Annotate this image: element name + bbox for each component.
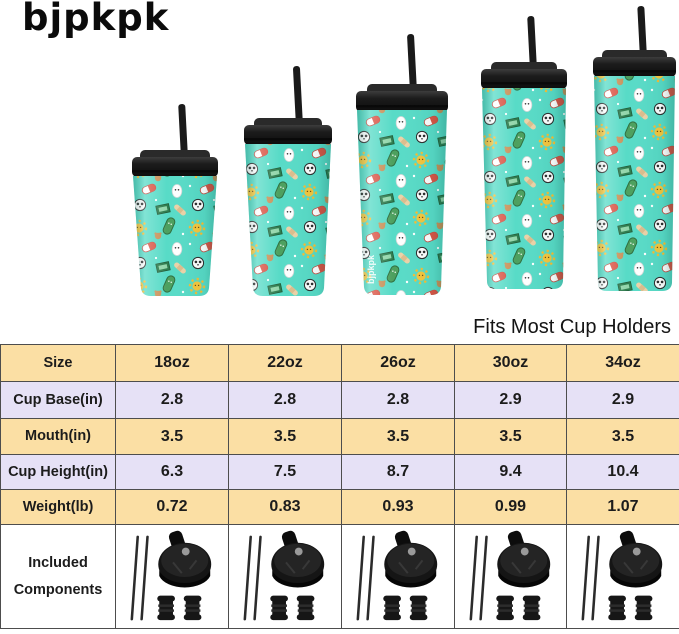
tumbler-18oz: [132, 104, 218, 296]
table-row-mouth: Mouth(in) 3.5 3.5 3.5 3.5 3.5: [0, 418, 679, 455]
col-header-22oz: 22oz: [228, 344, 342, 382]
table-cell: 0.93: [341, 489, 455, 525]
straw-icon: [527, 16, 537, 71]
col-header-30oz: 30oz: [454, 344, 567, 382]
col-header-26oz: 26oz: [341, 344, 455, 382]
included-components-graphic: [235, 529, 335, 627]
table-cell: [341, 524, 455, 629]
table-cell: 2.9: [566, 381, 679, 419]
tumbler-22oz: [244, 66, 332, 296]
table-cell: 3.5: [454, 418, 567, 455]
table-cell: 6.3: [115, 454, 229, 490]
row-label-included-components: Included Components: [0, 524, 116, 629]
table-cell: 10.4: [566, 454, 679, 490]
table-cell: 0.72: [115, 489, 229, 525]
lid-icon: [481, 69, 567, 89]
lid-icon: [244, 125, 332, 145]
row-label-cup-height: Cup Height(in): [0, 454, 116, 490]
row-label-cup-base: Cup Base(in): [0, 381, 116, 419]
table-row-size: Size 18oz 22oz 26oz 30oz 34oz: [0, 344, 679, 382]
lid-icon: [356, 91, 448, 112]
tumbler-30oz: [481, 16, 567, 289]
included-components-graphic: [348, 529, 448, 627]
lid-icon: [593, 57, 676, 77]
table-row-included-components: Included Components: [0, 524, 679, 629]
col-header-34oz: 34oz: [566, 344, 679, 382]
table-cell: 9.4: [454, 454, 567, 490]
row-label-size: Size: [0, 344, 116, 382]
straw-icon: [293, 66, 303, 127]
table-cell: 2.8: [228, 381, 342, 419]
tumbler-26oz: bjpkpk: [356, 34, 448, 295]
table-row-weight: Weight(lb) 0.72 0.83 0.93 0.99 1.07: [0, 489, 679, 525]
straw-icon: [637, 6, 647, 59]
table-cell: 8.7: [341, 454, 455, 490]
table-cell: [454, 524, 567, 629]
row-label-weight: Weight(lb): [0, 489, 116, 525]
table-cell: 2.8: [115, 381, 229, 419]
included-components-graphic: [122, 529, 222, 627]
tumbler-brand-text: bjpkpk: [366, 254, 376, 284]
table-row-cup-base: Cup Base(in) 2.8 2.8 2.8 2.9 2.9: [0, 381, 679, 419]
lid-icon: [132, 157, 218, 177]
brand-logo: bjpkpk: [22, 0, 170, 39]
table-cell: [566, 524, 679, 629]
row-label-mouth: Mouth(in): [0, 418, 116, 455]
hero-section: bjpkpk: [22, 0, 676, 338]
table-cell: 3.5: [115, 418, 229, 455]
table-cell: 3.5: [566, 418, 679, 455]
table-cell: 0.83: [228, 489, 342, 525]
table-cell: [115, 524, 229, 629]
included-components-graphic: [573, 529, 673, 627]
table-cell: [228, 524, 342, 629]
table-row-cup-height: Cup Height(in) 6.3 7.5 8.7 9.4 10.4: [0, 454, 679, 490]
table-cell: 3.5: [341, 418, 455, 455]
col-header-18oz: 18oz: [115, 344, 229, 382]
tumbler-34oz: [593, 6, 676, 291]
table-cell: 2.9: [454, 381, 567, 419]
table-cell: 1.07: [566, 489, 679, 525]
table-cell: 2.8: [341, 381, 455, 419]
table-cell: 0.99: [454, 489, 567, 525]
straw-icon: [178, 104, 188, 159]
cup-holder-caption: Fits Most Cup Holders: [473, 316, 671, 338]
spec-table: Size 18oz 22oz 26oz 30oz 34oz Cup Base(i…: [0, 344, 679, 629]
table-cell: 7.5: [228, 454, 342, 490]
table-cell: 3.5: [228, 418, 342, 455]
straw-icon: [407, 34, 417, 93]
included-components-graphic: [461, 529, 561, 627]
